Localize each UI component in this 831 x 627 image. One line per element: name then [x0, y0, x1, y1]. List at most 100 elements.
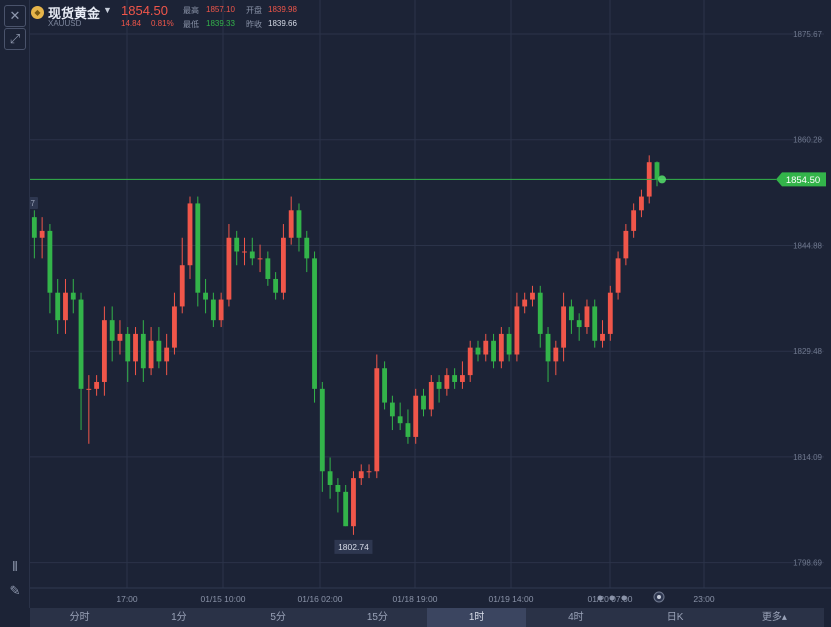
scroll-dot-icon: [609, 595, 615, 601]
candle-body: [312, 258, 317, 389]
chevron-down-icon[interactable]: ▼: [103, 5, 112, 15]
candle-body: [639, 196, 644, 211]
candle-body: [55, 292, 61, 321]
candle-body: [389, 402, 395, 417]
candle-body: [561, 306, 567, 348]
y-tick-label: 1829.48: [793, 347, 822, 356]
prev-close-label: 昨收: [246, 20, 262, 29]
left-toolbar: ✕ ⤢ ⦀ ✎: [0, 0, 30, 608]
candle-body: [522, 299, 528, 307]
tab-daily[interactable]: 日K: [666, 612, 684, 623]
candle-body: [405, 423, 411, 437]
prev-close-value: 1839.66: [268, 19, 297, 28]
candle-body: [358, 471, 364, 479]
candle-body: [413, 395, 419, 437]
candle-body: [498, 333, 504, 362]
symbol-code: XAUUSD: [48, 19, 82, 28]
x-tick-label: 17:00: [116, 594, 138, 604]
x-tick-label: 01/15 10:00: [201, 594, 246, 604]
candle-body: [218, 299, 224, 321]
candle-body: [125, 333, 131, 362]
tab-5min[interactable]: 5分: [270, 612, 286, 623]
open-value: 1839.98: [268, 5, 297, 14]
candle-body: [514, 306, 520, 355]
candle-body: [86, 388, 92, 390]
candle-body: [195, 203, 201, 293]
candle-body: [304, 237, 310, 259]
candle-body: [288, 210, 294, 238]
candle-body: [156, 340, 162, 362]
tab-1hour[interactable]: 1时: [427, 608, 527, 627]
candle-body: [203, 292, 208, 300]
x-tick-label: 23:00: [693, 594, 715, 604]
candle-body: [568, 306, 574, 321]
y-tick-label: 1814.09: [793, 453, 822, 462]
candle-body: [234, 237, 240, 252]
open-label: 开盘: [246, 6, 262, 15]
candle-body: [600, 333, 605, 341]
timeframe-tabs: 分时 1分 5分 15分 1时 4时 日K 更多▴: [30, 608, 824, 627]
candle-body: [576, 320, 582, 328]
last-price-tag: [776, 172, 826, 187]
candle-body: [382, 368, 388, 403]
live-price-dot: [658, 175, 666, 184]
settings-dot-inner: [657, 595, 661, 599]
pen-icon[interactable]: ✎: [9, 583, 21, 598]
last-price: 1854.50: [121, 3, 168, 18]
candle-body: [545, 333, 551, 362]
candle-body: [327, 471, 333, 485]
scroll-dot-icon: [621, 595, 627, 601]
candle-body: [584, 306, 590, 328]
y-tick-label: 1798.69: [793, 559, 822, 568]
candle-body: [101, 320, 107, 382]
candle-body: [483, 340, 489, 355]
candle-body: [265, 258, 271, 279]
candle-body: [31, 217, 37, 238]
tab-15min[interactable]: 15分: [366, 612, 388, 623]
close-icon[interactable]: ✕: [4, 5, 26, 27]
candle-body: [63, 292, 68, 321]
x-tick-label: 01/20 07:00: [588, 594, 633, 604]
low-price-tag: [334, 539, 373, 554]
indicator-icon[interactable]: ⦀: [12, 559, 18, 574]
draw-line-icon[interactable]: ⤢: [4, 28, 26, 50]
candle-body: [133, 333, 138, 362]
price-change-percent: 0.81%: [151, 19, 174, 28]
tab-1min[interactable]: 1分: [171, 612, 187, 623]
candle-body: [397, 416, 403, 424]
candle-body: [140, 333, 146, 369]
candle-body: [319, 388, 325, 472]
candle-body: [148, 340, 154, 369]
symbol-name[interactable]: 现货黄金: [48, 6, 101, 21]
chart-type-icon[interactable]: [4, 604, 26, 608]
low-price-tag-label: 1802.74: [338, 542, 369, 552]
candle-body: [94, 381, 100, 389]
candle-body: [117, 333, 123, 341]
tab-time-sharing[interactable]: 分时: [69, 612, 90, 623]
candlestick-chart[interactable]: 1854.501851.071802.74 1875.671860.281844…: [0, 0, 831, 608]
y-tick-label: 1844.88: [793, 241, 822, 250]
candle-body: [187, 203, 193, 266]
candle-body: [475, 347, 481, 355]
candle-body: [257, 258, 263, 260]
high-label: 最高: [183, 6, 199, 15]
candle-body: [226, 237, 232, 300]
last-price-tag-label: 1854.50: [786, 175, 820, 186]
candle-body: [366, 471, 372, 473]
candle-body: [280, 237, 286, 293]
candle-body: [436, 381, 442, 389]
candle-body: [444, 375, 450, 389]
low-value: 1839.33: [206, 19, 235, 28]
scroll-dot-icon: [597, 595, 603, 601]
candle-body: [273, 278, 279, 293]
tab-4hour[interactable]: 4时: [568, 612, 584, 623]
candle-body: [553, 347, 559, 362]
tab-more[interactable]: 更多▴: [761, 612, 787, 623]
candle-body: [615, 258, 621, 293]
low-label: 最低: [183, 20, 199, 29]
candle-body: [654, 162, 660, 180]
candle-body: [623, 230, 629, 259]
candle-body: [172, 306, 177, 348]
candle-body: [452, 375, 458, 382]
